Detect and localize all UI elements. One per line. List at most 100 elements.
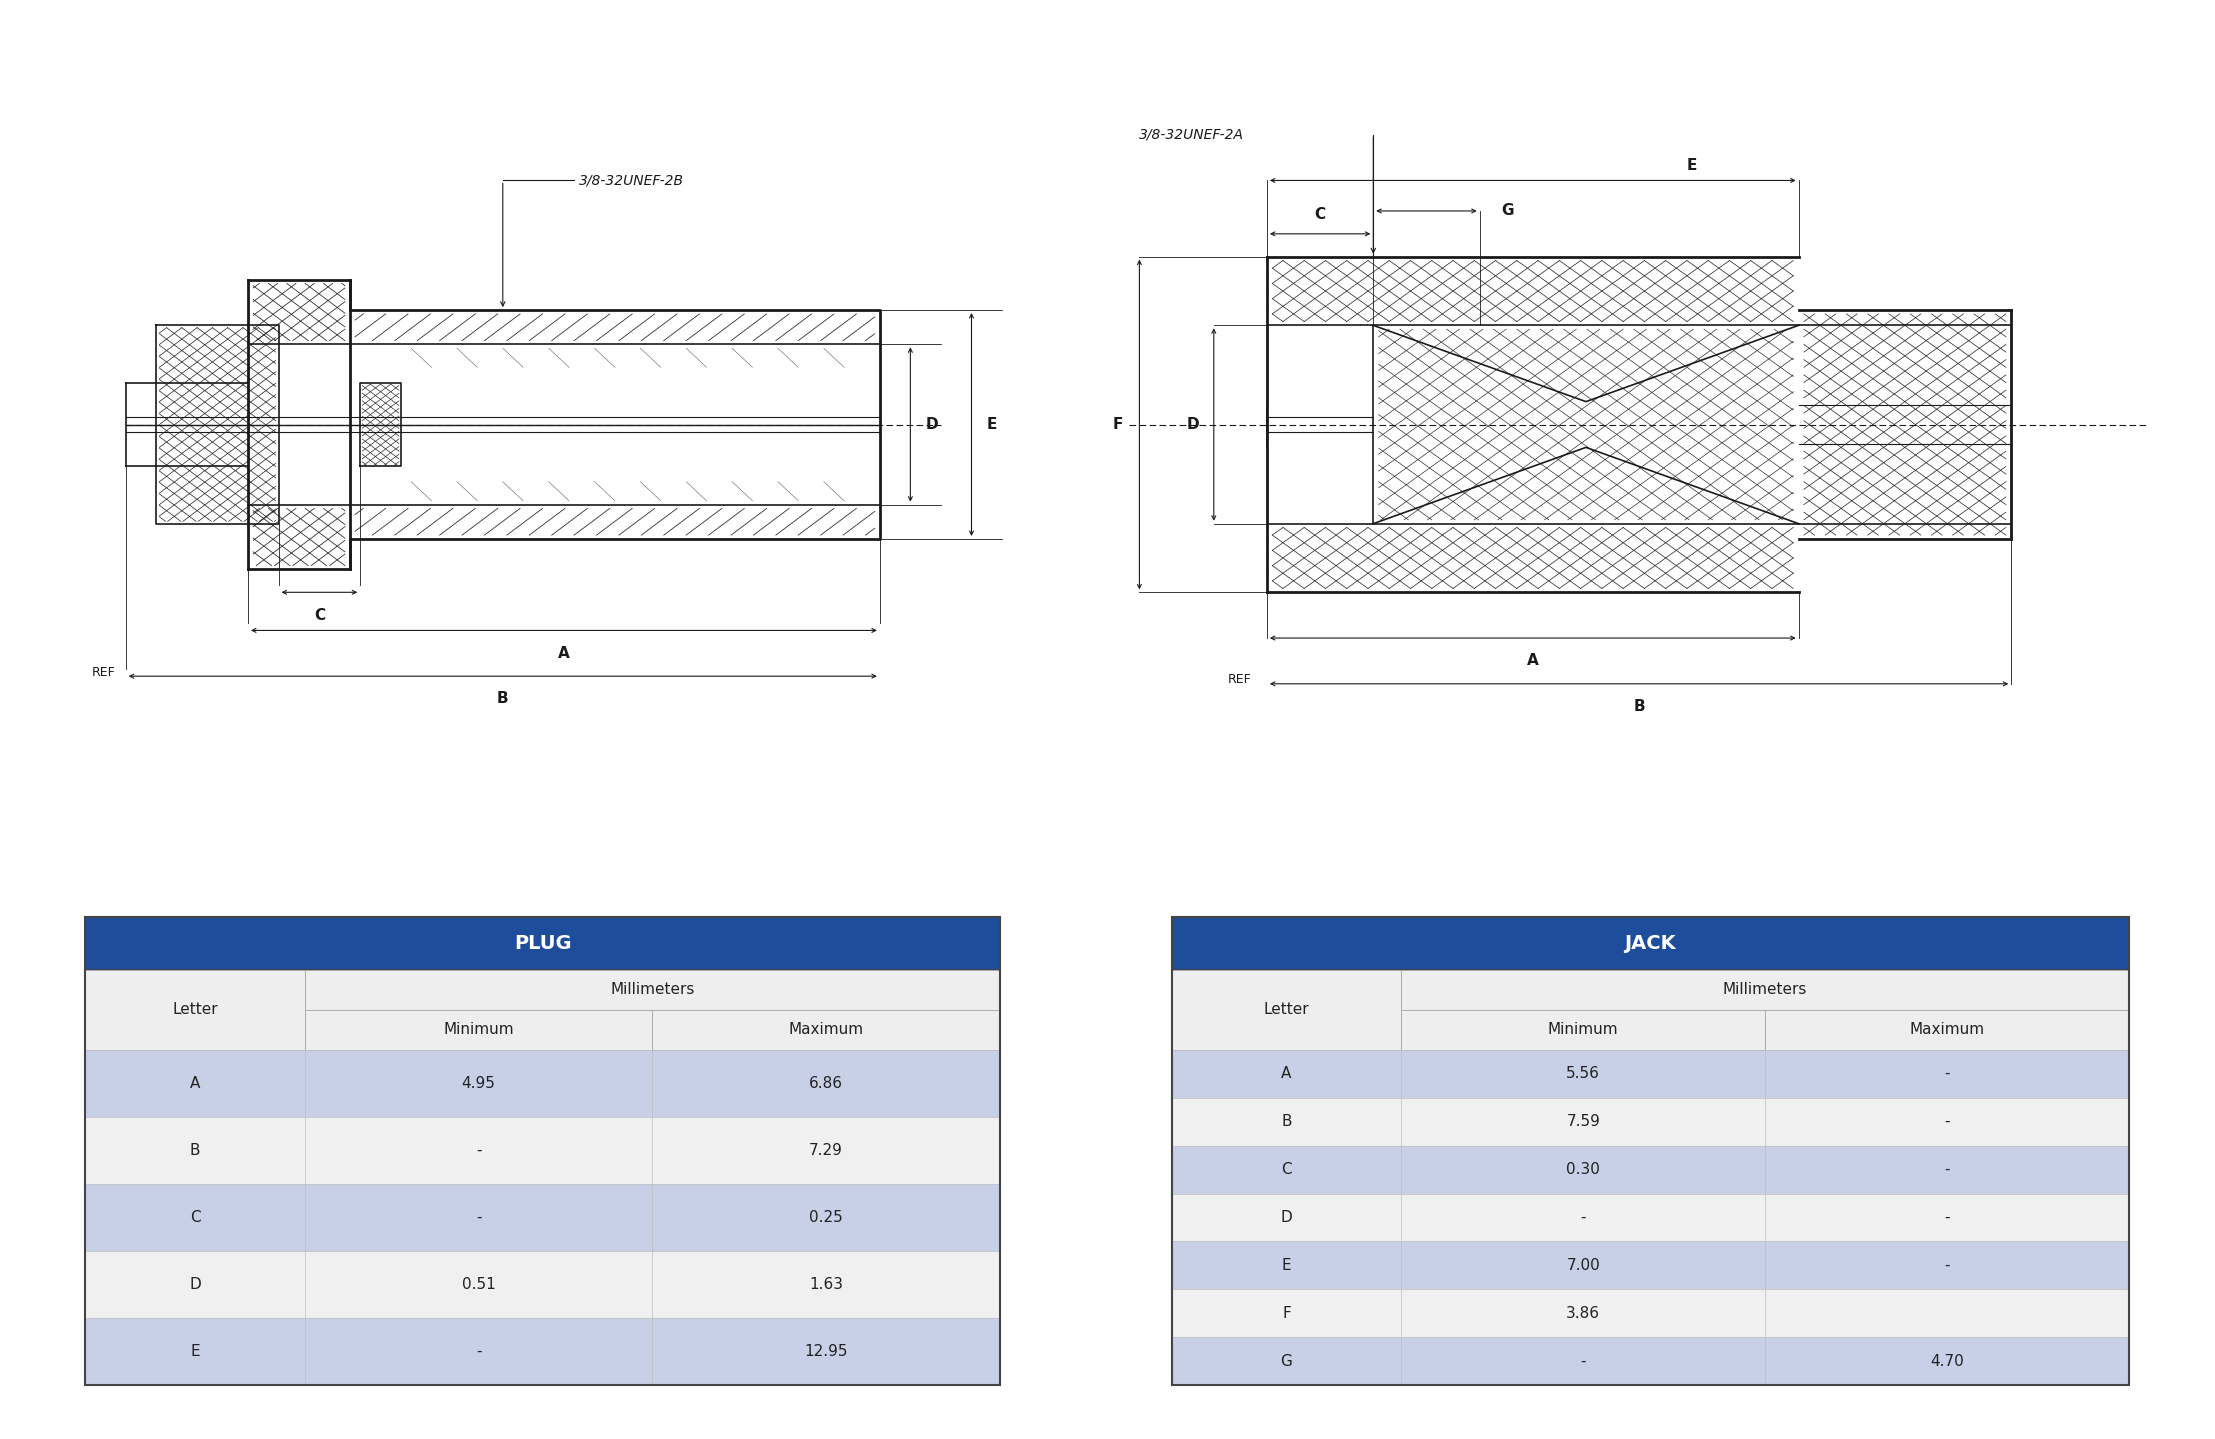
Text: E: E: [1282, 1258, 1291, 1274]
Text: PLUG: PLUG: [514, 934, 571, 953]
Text: -: -: [1945, 1163, 1949, 1177]
Bar: [1172, 917, 2129, 970]
Bar: [1402, 1098, 1765, 1145]
Bar: [1402, 1145, 1765, 1193]
Bar: [653, 1184, 999, 1250]
Bar: [306, 1049, 653, 1117]
Text: 4.70: 4.70: [1929, 1354, 1965, 1368]
Bar: [86, 1250, 306, 1318]
Text: -: -: [476, 1143, 481, 1158]
Text: Minimum: Minimum: [443, 1022, 514, 1038]
Text: Maximum: Maximum: [1909, 1022, 1985, 1038]
Bar: [86, 970, 306, 1049]
Text: 12.95: 12.95: [804, 1344, 848, 1360]
Text: Maximum: Maximum: [789, 1022, 864, 1038]
Text: G: G: [1280, 1354, 1294, 1368]
Bar: [653, 1318, 999, 1386]
Text: E: E: [988, 417, 997, 432]
Text: 0.25: 0.25: [808, 1210, 844, 1225]
Bar: [86, 1049, 306, 1117]
Bar: [1402, 1242, 1765, 1289]
Text: Letter: Letter: [1265, 1003, 1309, 1017]
Text: REF: REF: [1227, 673, 1251, 686]
Bar: [1172, 1098, 1402, 1145]
Text: F: F: [1112, 417, 1123, 432]
Bar: [306, 1250, 653, 1318]
Text: C: C: [315, 607, 326, 623]
Text: D: D: [926, 417, 939, 432]
Text: A: A: [558, 646, 569, 661]
Bar: [1765, 1010, 2129, 1049]
Text: 3/8-32UNEF-2B: 3/8-32UNEF-2B: [580, 174, 684, 187]
Bar: [86, 917, 999, 1386]
Bar: [1172, 1337, 1402, 1386]
Text: B: B: [1632, 699, 1646, 714]
Text: B: B: [190, 1143, 202, 1158]
Text: A: A: [1280, 1066, 1291, 1081]
Bar: [1172, 917, 2129, 1386]
Text: Millimeters: Millimeters: [609, 983, 696, 997]
Bar: [1765, 1049, 2129, 1098]
Text: B: B: [1280, 1114, 1291, 1130]
Text: -: -: [1945, 1066, 1949, 1081]
Text: C: C: [190, 1210, 202, 1225]
Bar: [1172, 1193, 1402, 1242]
Text: -: -: [476, 1210, 481, 1225]
Text: D: D: [1280, 1210, 1291, 1225]
Text: 3/8-32UNEF-2A: 3/8-32UNEF-2A: [1139, 128, 1245, 141]
Text: REF: REF: [91, 666, 115, 679]
Bar: [1402, 1193, 1765, 1242]
Bar: [306, 970, 999, 1010]
Text: 0.51: 0.51: [461, 1276, 496, 1292]
Text: 1.63: 1.63: [808, 1276, 844, 1292]
Text: -: -: [1582, 1354, 1586, 1368]
Bar: [1402, 1049, 1765, 1098]
Bar: [1402, 1010, 1765, 1049]
Text: -: -: [1945, 1114, 1949, 1130]
Bar: [653, 1250, 999, 1318]
Text: Minimum: Minimum: [1548, 1022, 1619, 1038]
Text: -: -: [1945, 1258, 1949, 1274]
Bar: [653, 1049, 999, 1117]
Text: A: A: [190, 1076, 199, 1091]
Bar: [1172, 1145, 1402, 1193]
Bar: [1402, 970, 2129, 1010]
Bar: [1402, 1289, 1765, 1337]
Text: E: E: [190, 1344, 199, 1360]
Text: 6.86: 6.86: [808, 1076, 844, 1091]
Bar: [306, 1318, 653, 1386]
Text: 5.56: 5.56: [1566, 1066, 1599, 1081]
Text: 7.59: 7.59: [1566, 1114, 1599, 1130]
Bar: [306, 1184, 653, 1250]
Text: D: D: [1187, 417, 1198, 432]
Text: 4.95: 4.95: [461, 1076, 496, 1091]
Text: 7.29: 7.29: [808, 1143, 844, 1158]
Bar: [1172, 970, 1402, 1049]
Bar: [1765, 1289, 2129, 1337]
Bar: [306, 1010, 653, 1049]
Text: -: -: [476, 1344, 481, 1360]
Bar: [1172, 1242, 1402, 1289]
Bar: [86, 917, 999, 970]
Bar: [1765, 1337, 2129, 1386]
Text: B: B: [496, 692, 509, 707]
Bar: [653, 1117, 999, 1184]
Text: E: E: [1688, 158, 1697, 173]
Text: G: G: [1502, 203, 1513, 219]
Bar: [86, 1318, 306, 1386]
Text: A: A: [1526, 653, 1539, 668]
Bar: [1765, 1193, 2129, 1242]
Bar: [1172, 1289, 1402, 1337]
Bar: [1765, 1242, 2129, 1289]
Text: 0.30: 0.30: [1566, 1163, 1599, 1177]
Bar: [306, 1117, 653, 1184]
Text: C: C: [1280, 1163, 1291, 1177]
Bar: [86, 1117, 306, 1184]
Bar: [86, 1184, 306, 1250]
Text: 3.86: 3.86: [1566, 1305, 1599, 1321]
Bar: [1765, 1098, 2129, 1145]
Bar: [1402, 1337, 1765, 1386]
Text: -: -: [1582, 1210, 1586, 1225]
Bar: [1172, 1049, 1402, 1098]
Text: JACK: JACK: [1624, 934, 1677, 953]
